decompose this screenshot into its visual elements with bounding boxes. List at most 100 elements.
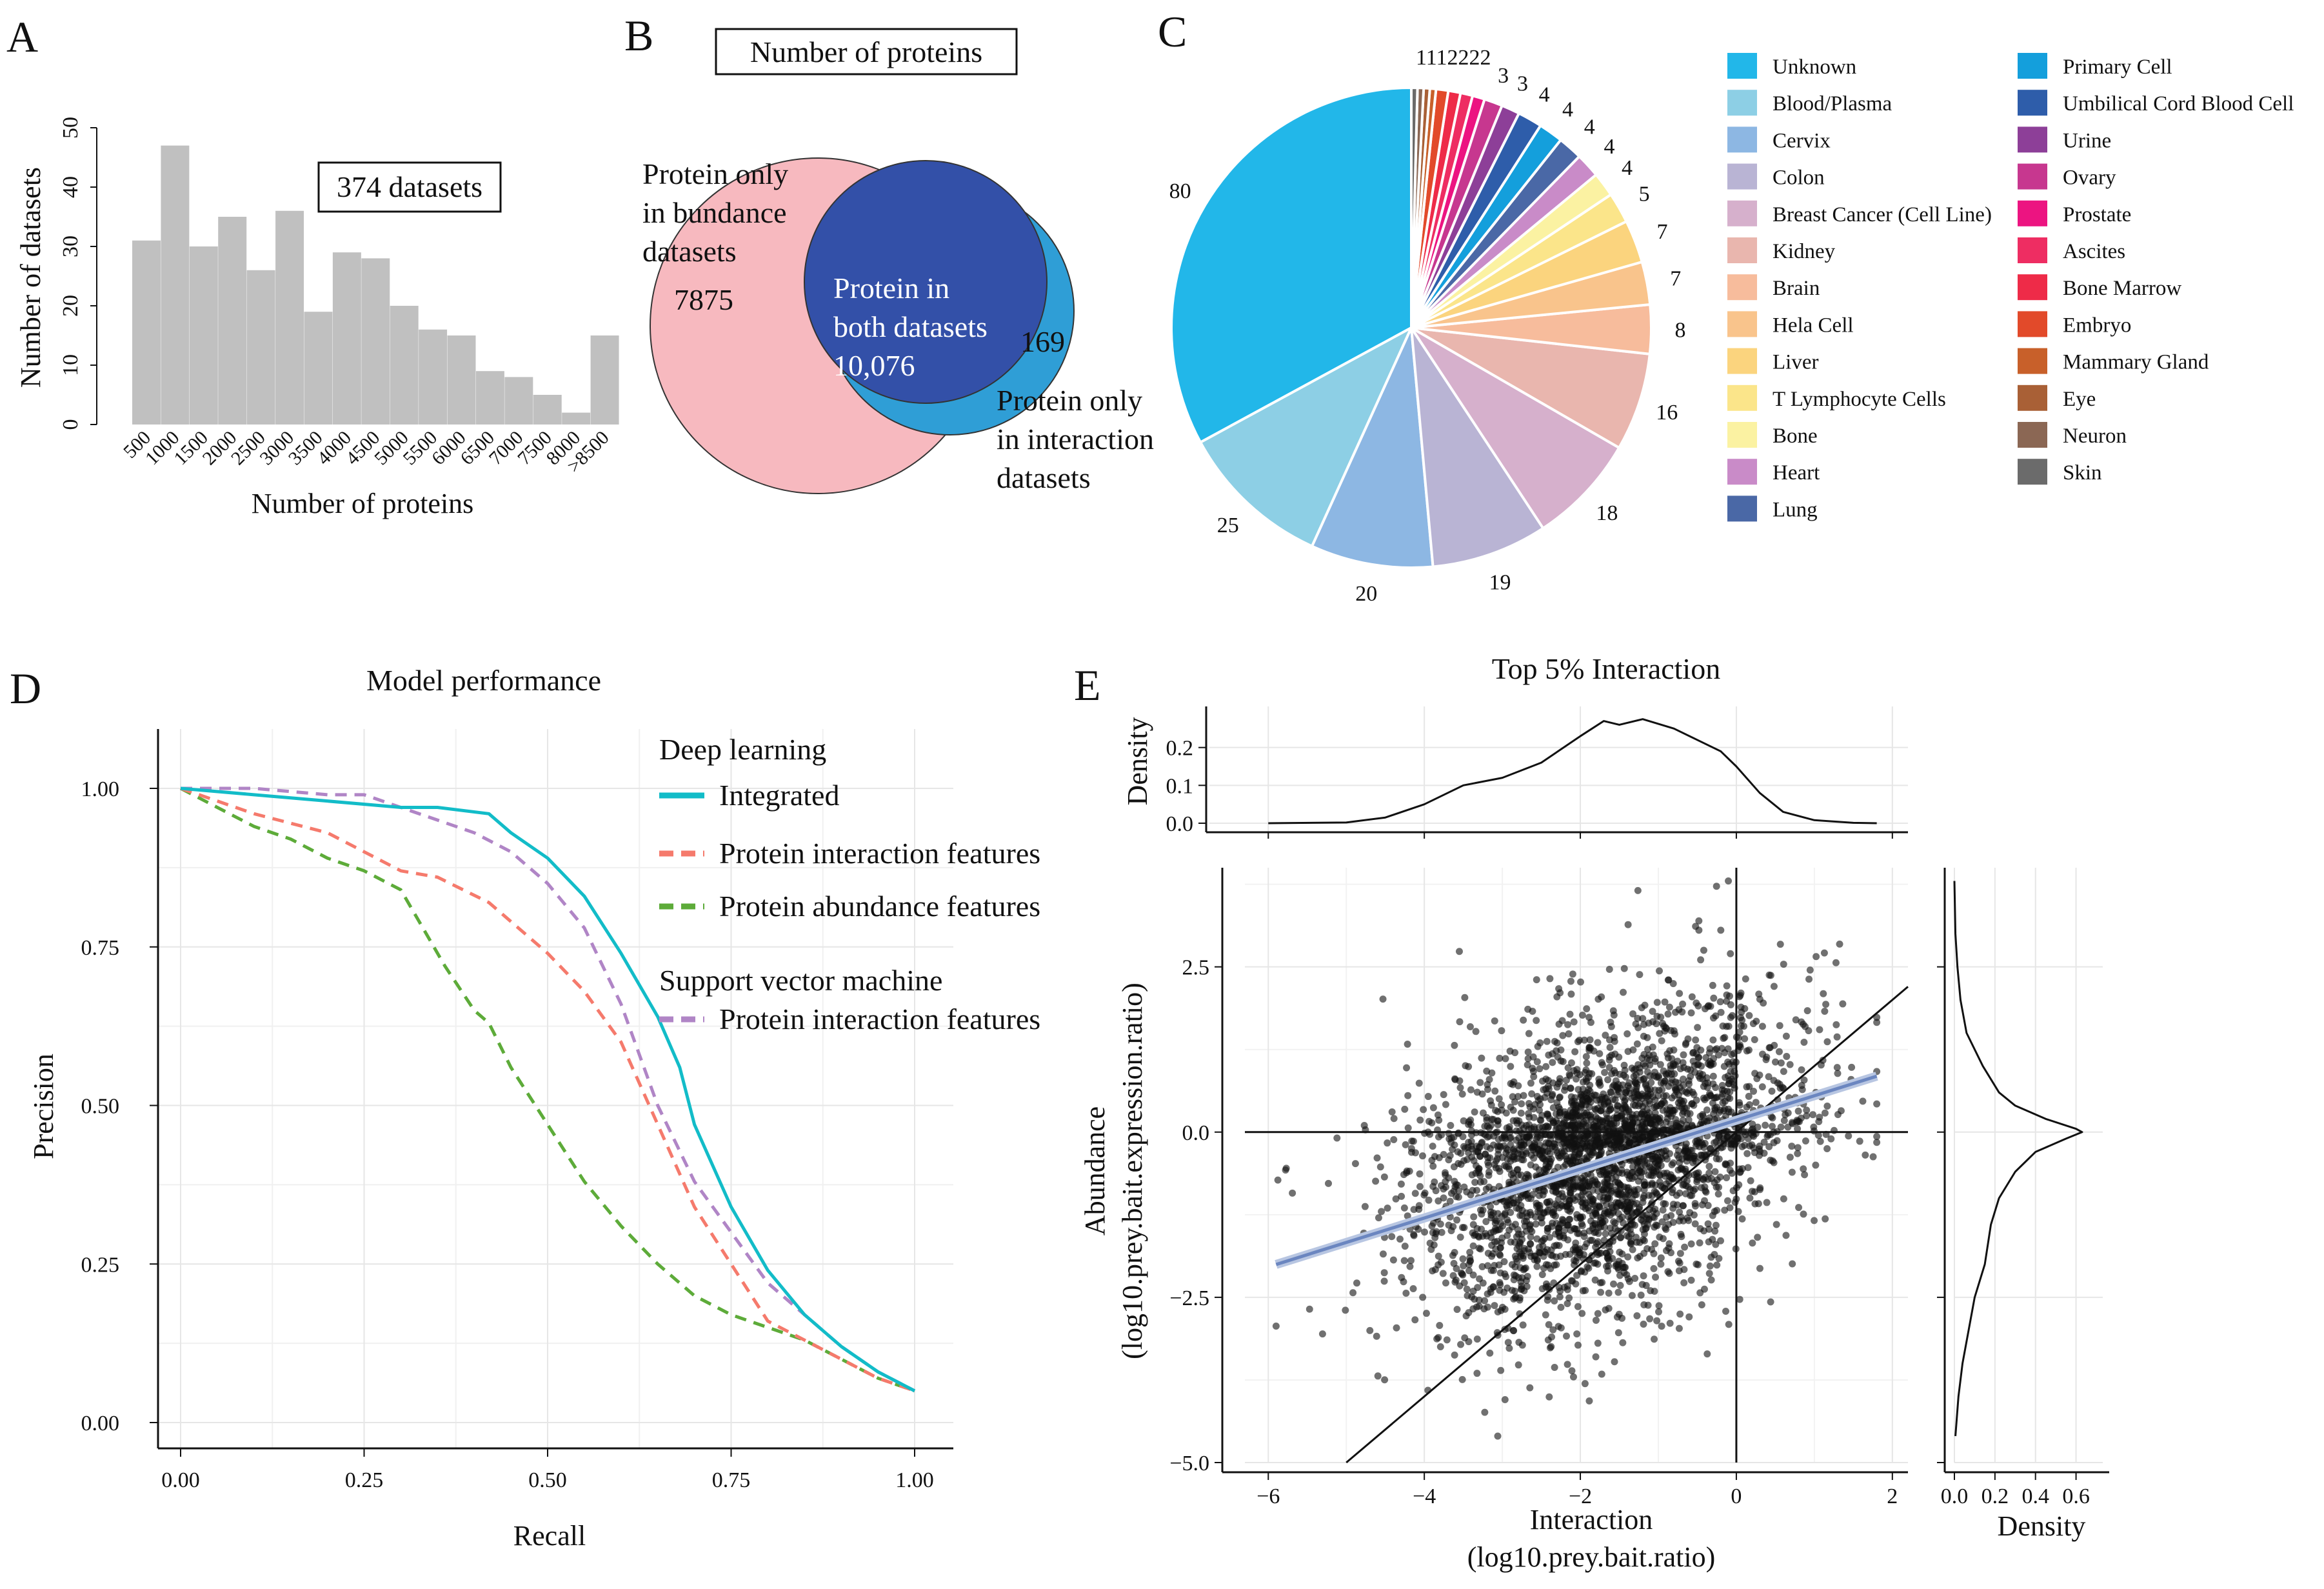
scatter-point [1570, 1134, 1578, 1142]
scatter-point [1803, 1112, 1811, 1120]
y-tick-label: 0.25 [81, 1253, 120, 1277]
scatter-point [1495, 1095, 1503, 1103]
scatter-point [1709, 981, 1716, 989]
scatter-point [1459, 1271, 1467, 1279]
scatter-point [1467, 1086, 1475, 1094]
scatter-point [1726, 1204, 1734, 1212]
scatter-point [1666, 1319, 1674, 1327]
scatter-point [1794, 1107, 1802, 1115]
scatter-point [1494, 1121, 1502, 1128]
scatter-point [1518, 1155, 1525, 1163]
scatter-point [1656, 1061, 1664, 1068]
scatter-point [1685, 1313, 1693, 1321]
scatter-point [1755, 990, 1763, 998]
scatter-point [1655, 967, 1663, 975]
scatter-point [1638, 1110, 1645, 1117]
scatter-point [1511, 1049, 1519, 1057]
annotation-box [317, 161, 502, 213]
scatter-point [1776, 1022, 1783, 1030]
y-tick-label: 0.2 [1166, 737, 1194, 761]
x-axis-title: Recall [513, 1520, 586, 1552]
scatter-point [1655, 1074, 1663, 1081]
scatter-point [1705, 1163, 1713, 1170]
scatter-point [1562, 1076, 1570, 1084]
scatter-point [1615, 1257, 1623, 1265]
scatter-point [1596, 1116, 1604, 1124]
scatter-point [1591, 1276, 1599, 1284]
scatter-point [1436, 1343, 1444, 1351]
scatter-point [1549, 1326, 1557, 1334]
scatter-point [1592, 1259, 1600, 1266]
scatter-point [1653, 1317, 1661, 1324]
scatter-point [1691, 1199, 1699, 1207]
y-axis-title: Number of datasets [15, 167, 46, 388]
scatter-point [1546, 1144, 1554, 1152]
scatter-point [1525, 1030, 1533, 1037]
scatter-point [1720, 1034, 1727, 1042]
scatter-point [1431, 1178, 1438, 1186]
panel-a: A 0 10 20 30 40 50 50010001500200025003000350… [6, 12, 619, 519]
scatter-point [1507, 1134, 1515, 1141]
scatter-point [1504, 1216, 1511, 1224]
scatter-point [1668, 1075, 1676, 1083]
bar [390, 306, 419, 425]
scatter-point [1526, 1103, 1534, 1111]
scatter-point [1640, 1133, 1648, 1141]
scatter-point [1658, 1019, 1666, 1027]
scatter-point [1400, 1204, 1408, 1212]
scatter-point [1555, 1021, 1563, 1028]
scatter-point [1765, 1073, 1773, 1081]
scatter-point [1404, 1040, 1411, 1048]
x-tick-label: 0.00 [161, 1468, 200, 1492]
density-curve [1953, 881, 2083, 1437]
scatter-point [1525, 1139, 1533, 1147]
scatter-point [1565, 1030, 1573, 1038]
scatter-point [1372, 1177, 1380, 1185]
scatter-point [1342, 1306, 1349, 1314]
scatter-point [1680, 1081, 1687, 1089]
scatter-point [1549, 1104, 1557, 1112]
legend-label: Integrated [719, 779, 839, 812]
scatter-point [1513, 1233, 1520, 1241]
scatter-point [1647, 1120, 1655, 1128]
scatter-point [1578, 1125, 1585, 1133]
scatter-point [1640, 1060, 1647, 1068]
scatter-point [1775, 1048, 1783, 1055]
scatter-point [1379, 1250, 1387, 1258]
scatter-point [1656, 1233, 1664, 1241]
scatter-point [1631, 1274, 1639, 1282]
scatter-point [1546, 1234, 1554, 1241]
scatter-point [1469, 1271, 1477, 1279]
scatter-point [1552, 1110, 1560, 1118]
scatter-point [1758, 1023, 1766, 1030]
scatter-point [1565, 1157, 1573, 1165]
scatter-point [1543, 1037, 1551, 1045]
scatter-point [1589, 1212, 1596, 1219]
top-density-y-title: Density [1122, 717, 1153, 806]
scatter-point [1616, 1191, 1624, 1199]
scatter-point [1522, 1264, 1529, 1272]
pie-value-label: 4 [1604, 135, 1614, 159]
panel-b: B Number of proteins Protein only in bun… [624, 11, 1154, 494]
legend-label: Ovary [2063, 166, 2116, 190]
scatter-point [1662, 1118, 1670, 1126]
scatter-point [1445, 1130, 1453, 1137]
scatter-point [1578, 1139, 1586, 1147]
scatter-point [1743, 1103, 1751, 1111]
scatter-point [1692, 923, 1700, 930]
scatter-point [1464, 1292, 1471, 1299]
scatter-point [1802, 1023, 1809, 1030]
scatter-point [1566, 1196, 1574, 1204]
scatter-point [1688, 1121, 1696, 1129]
scatter-point [1571, 1197, 1579, 1204]
scatter-point [1549, 1219, 1556, 1227]
scatter-point [1380, 1269, 1388, 1277]
scatter-point [1429, 1163, 1437, 1170]
pie-slice [1198, 325, 1415, 548]
scatter-point [1654, 1308, 1662, 1315]
scatter-point [1547, 1096, 1555, 1104]
scatter-point [1607, 1088, 1614, 1096]
scatter-point [1566, 1189, 1574, 1197]
venn-overlap-label-line1: Protein in [833, 272, 949, 305]
scatter-point [1509, 1093, 1516, 1101]
